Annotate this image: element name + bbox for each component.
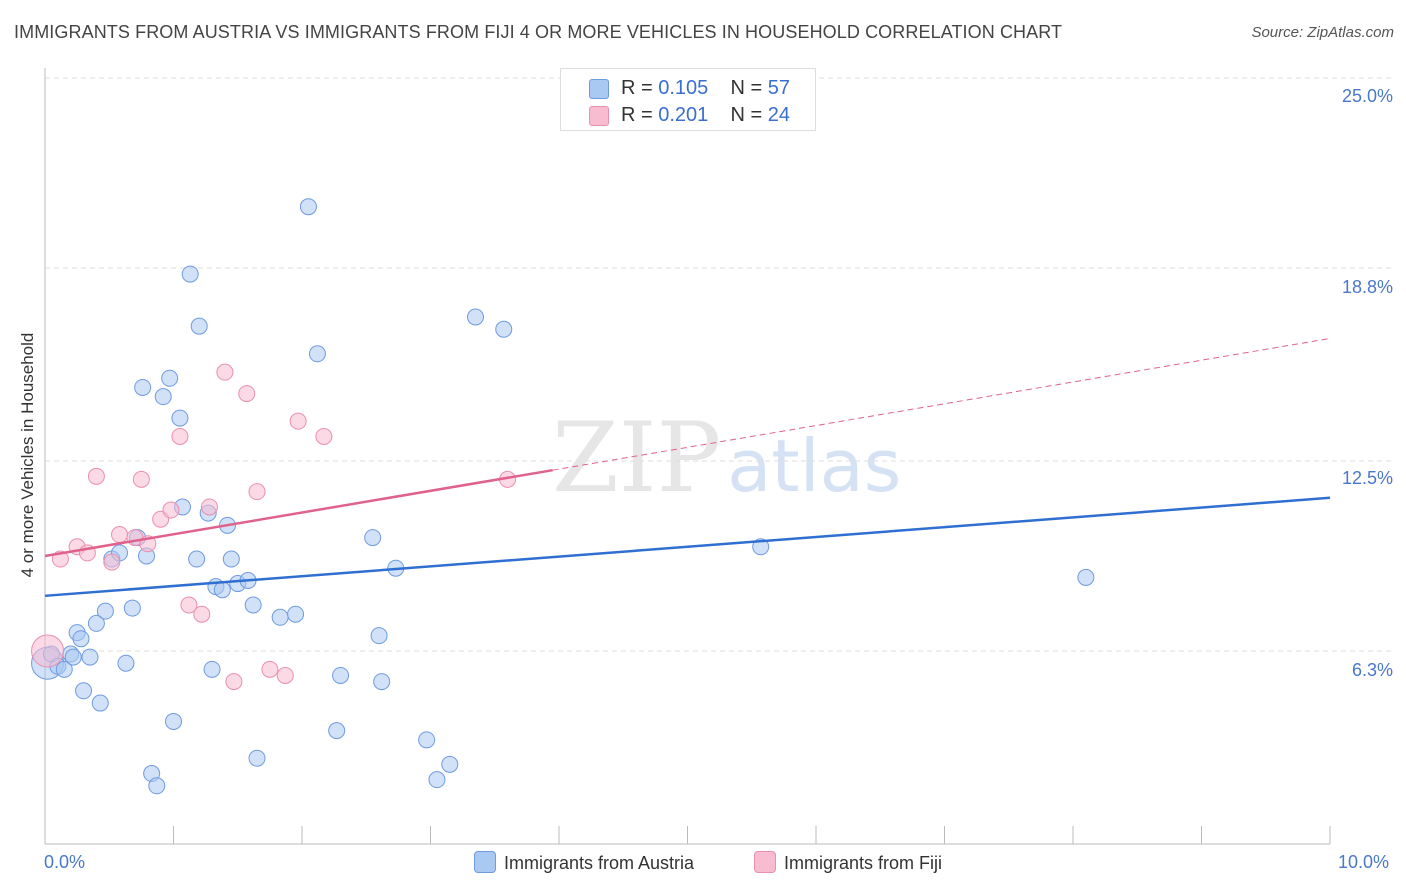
austria-point-15: [117, 654, 135, 672]
fiji-n-value: 24: [767, 104, 791, 126]
austria-point-23: [161, 369, 179, 387]
fiji-point-12: [171, 427, 189, 445]
y-tick-label-18-8: 18.8%: [1341, 277, 1393, 297]
fiji-point-18: [238, 385, 256, 403]
austria-trend-line: [44, 496, 1331, 598]
austria-point-9: [81, 648, 99, 666]
austria-point-38: [244, 596, 262, 614]
y-tick-label-12-5: 12.5%: [1341, 468, 1393, 488]
austria-point-25: [171, 409, 189, 427]
austria-point-3: [55, 660, 73, 678]
austria-point-50: [418, 731, 436, 749]
austria-point-27: [181, 265, 199, 283]
fiji-r-label: R =: [621, 104, 659, 126]
austria-point-31: [203, 660, 221, 678]
fiji-point-19: [248, 483, 266, 501]
fiji-point-20: [261, 660, 279, 678]
austria-point-35: [222, 550, 240, 568]
austria-point-11: [91, 694, 109, 712]
fiji-trend-extension: [552, 337, 1331, 471]
austria-point-41: [287, 605, 305, 623]
fiji-legend-swatch: [754, 851, 776, 873]
austria-point-22: [154, 388, 172, 406]
austria-n-label: N =: [730, 77, 768, 99]
fiji-n-label: N =: [730, 104, 768, 126]
y-tick-label-6-3: 6.3%: [1351, 660, 1393, 680]
fiji-point-4: [87, 467, 105, 485]
y-tick-label-25: 25.0%: [1341, 86, 1393, 106]
austria-point-18: [134, 378, 152, 396]
legend-item-fiji[interactable]: Immigrants from Fiji: [754, 851, 942, 874]
austria-point-46: [364, 529, 382, 547]
fiji-point-0: [31, 634, 65, 668]
austria-legend-swatch: [474, 851, 496, 873]
austria-point-39: [248, 749, 266, 767]
zipatlas-watermark: ZIPatlas: [552, 402, 901, 514]
austria-r-label: R =: [621, 77, 659, 99]
fiji-point-11: [162, 501, 180, 519]
austria-point-5: [64, 648, 82, 666]
austria-point-48: [373, 673, 391, 691]
austria-point-51: [428, 771, 446, 789]
austria-point-8: [75, 682, 93, 700]
austria-point-56: [1077, 568, 1095, 586]
fiji-point-22: [289, 412, 307, 430]
austria-point-53: [466, 308, 484, 326]
x-tick-label-min: 0.0%: [44, 852, 86, 872]
fiji-point-21: [276, 666, 294, 684]
austria-point-10: [87, 614, 105, 632]
austria-point-44: [328, 722, 346, 740]
austria-point-12: [96, 602, 114, 620]
fiji-point-5: [103, 553, 121, 571]
austria-point-16: [123, 599, 141, 617]
austria-point-42: [299, 198, 317, 216]
fiji-point-8: [132, 470, 150, 488]
fiji-trend-line: [44, 468, 553, 558]
austria-point-45: [332, 666, 350, 684]
austria-point-54: [495, 320, 513, 338]
fiji-legend-label: Immigrants from Fiji: [784, 853, 943, 873]
austria-r-value: 0.105: [658, 77, 709, 99]
austria-point-43: [308, 345, 326, 363]
x-tick-label-max: 10.0%: [1338, 852, 1390, 872]
watermark-atlas: atlas: [727, 424, 902, 508]
austria-point-28: [188, 550, 206, 568]
watermark-zip: ZIP: [552, 402, 722, 514]
fiji-swatch: [589, 106, 609, 126]
source-label[interactable]: Source: ZipAtlas.com: [1251, 24, 1394, 41]
austria-point-21: [148, 777, 166, 795]
fiji-point-23: [315, 427, 333, 445]
legend-item-austria[interactable]: Immigrants from Austria: [474, 851, 694, 874]
austria-n-value: 57: [767, 77, 791, 99]
fiji-r-value: 0.201: [658, 104, 709, 126]
fiji-point-15: [200, 498, 218, 516]
fiji-point-14: [193, 605, 211, 623]
fiji-point-16: [216, 363, 234, 381]
chart-title: IMMIGRANTS FROM AUSTRIA VS IMMIGRANTS FR…: [14, 22, 1063, 42]
austria-point-29: [190, 317, 208, 335]
austria-point-52: [441, 755, 459, 773]
austria-point-47: [370, 627, 388, 645]
austria-swatch: [589, 79, 609, 99]
austria-point-24: [165, 712, 182, 730]
austria-point-33: [213, 581, 231, 599]
austria-point-40: [271, 608, 289, 626]
austria-point-7: [72, 630, 90, 648]
correlation-legend: R = 0.105 N = 57 R = 0.201 N = 24: [560, 68, 816, 131]
fiji-point-6: [111, 526, 129, 544]
fiji-point-13: [180, 596, 198, 614]
austria-point-55: [752, 538, 770, 556]
fiji-point-17: [225, 673, 243, 691]
austria-legend-label: Immigrants from Austria: [504, 853, 695, 873]
